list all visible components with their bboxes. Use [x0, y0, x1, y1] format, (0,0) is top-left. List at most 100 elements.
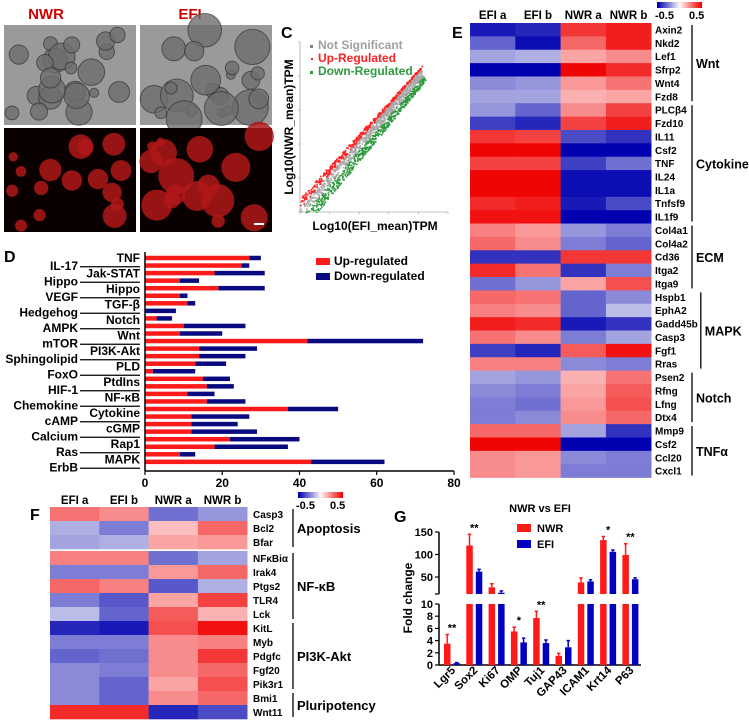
scatter-point: [316, 209, 318, 211]
heatmap-cell: [197, 691, 248, 706]
heatmap-cell: [148, 521, 199, 536]
scatter-point: [321, 185, 323, 188]
legend-efi-label: EFI: [537, 539, 554, 551]
scatter-point: [370, 145, 372, 148]
scatter-point: [318, 195, 320, 198]
scatter-point: [406, 92, 409, 95]
scatter-point: [365, 141, 367, 143]
row-label: Wnt4: [655, 79, 680, 90]
scatter-point: [324, 193, 327, 195]
scatter-point: [419, 87, 422, 89]
scatter-point: [362, 150, 364, 152]
scatter-point: [358, 150, 361, 152]
scatter-point: [406, 99, 409, 101]
scatter-point: [320, 177, 323, 180]
scatter-point: [379, 122, 382, 125]
colorbar-segment: [675, 2, 677, 8]
scatter-point: [304, 193, 307, 196]
scale-bar: [254, 223, 264, 225]
scatter-point: [316, 204, 319, 206]
heatmap-cell: [50, 551, 100, 566]
scatter-point: [403, 92, 406, 95]
scatter-point: [314, 209, 316, 212]
colorbar-label-min: -0.5: [655, 10, 674, 22]
scatter-point: [335, 184, 338, 187]
scatter-point: [386, 121, 389, 124]
category-label: HIF-1: [48, 383, 78, 397]
organoid: [39, 67, 62, 89]
scatter-point: [353, 145, 356, 147]
colorbar-segment: [696, 2, 698, 8]
heatmap-cell: [560, 250, 607, 264]
row-label: Bmi1: [253, 694, 278, 705]
scatter-point: [383, 112, 386, 114]
colorbar-segment: [666, 2, 668, 8]
heatmap-cell: [515, 183, 561, 198]
scatter-point: [394, 96, 397, 98]
scatter-point: [418, 69, 421, 72]
scatter-point: [321, 187, 323, 190]
heatmap-cell: [560, 76, 607, 91]
scatter-point: [396, 105, 399, 108]
bar-NWR-OMP: [510, 631, 518, 665]
colorbar-segment: [672, 2, 674, 8]
scatter-point: [354, 162, 357, 165]
colorbar-segment: [322, 492, 324, 498]
bar-EFI-ICAM1-upper: [587, 581, 594, 594]
heatmap-cell: [148, 677, 199, 692]
scatter-point: [411, 86, 414, 89]
panel-letter: D: [4, 249, 16, 266]
scatter-point: [329, 168, 332, 170]
scatter-point: [377, 115, 379, 118]
heatmap-cell: [560, 464, 607, 478]
heatmap-cell: [515, 196, 561, 211]
scatter-point: [339, 175, 341, 177]
scatter-point: [349, 148, 352, 151]
bar-down-cAMP: [191, 414, 250, 419]
significance-marker: *: [606, 525, 611, 537]
scatter-point: [389, 115, 391, 117]
heatmap-cell: [197, 621, 248, 636]
colorbar-segment: [660, 2, 662, 8]
scatter-point: [327, 182, 330, 185]
scatter-point: [394, 97, 397, 99]
scatter-point: [328, 172, 330, 175]
scatter-point: [368, 133, 370, 136]
scatter-point: [412, 81, 415, 84]
colorbar-segment: [304, 492, 306, 498]
bar-down-Rap1: [229, 436, 300, 442]
scatter-point: [321, 201, 324, 204]
heatmap-cell: [99, 535, 149, 550]
bar-down-Calcium: [191, 429, 258, 434]
column-header: NWR a: [565, 10, 603, 22]
scatter-point: [379, 118, 382, 121]
scatter-point: [417, 78, 419, 81]
scatter-point: [378, 133, 381, 135]
legend-not-significant: Not Significant: [318, 38, 403, 52]
organoid-fluorescence: [141, 189, 173, 221]
scatter-point: [407, 85, 410, 88]
bar-NWR-Ki67-lower: [488, 604, 496, 665]
scatter-point: [405, 92, 408, 95]
legend-swatch-down: [316, 273, 330, 280]
heatmap-cell: [605, 196, 652, 211]
scatter-point: [378, 129, 380, 132]
scatter-point: [363, 137, 366, 140]
scatter-point: [318, 189, 321, 191]
scatter-point: [320, 175, 322, 178]
scatter-point: [391, 102, 394, 105]
scatter-point: [351, 147, 354, 150]
scatter-point: [314, 184, 316, 187]
heatmap-cell: [560, 236, 607, 251]
scatter-point: [316, 183, 318, 186]
scatter-point: [353, 157, 356, 160]
scatter-point: [392, 111, 394, 113]
scatter-point: [353, 153, 355, 156]
scatter-point: [327, 184, 329, 186]
x-tick-label: 0: [142, 476, 149, 490]
heatmap-cell: [515, 89, 561, 104]
scatter-point: [374, 141, 377, 143]
heatmap-cell: [148, 551, 199, 566]
heatmap-cell: [515, 437, 561, 452]
scatter-point: [334, 163, 336, 165]
